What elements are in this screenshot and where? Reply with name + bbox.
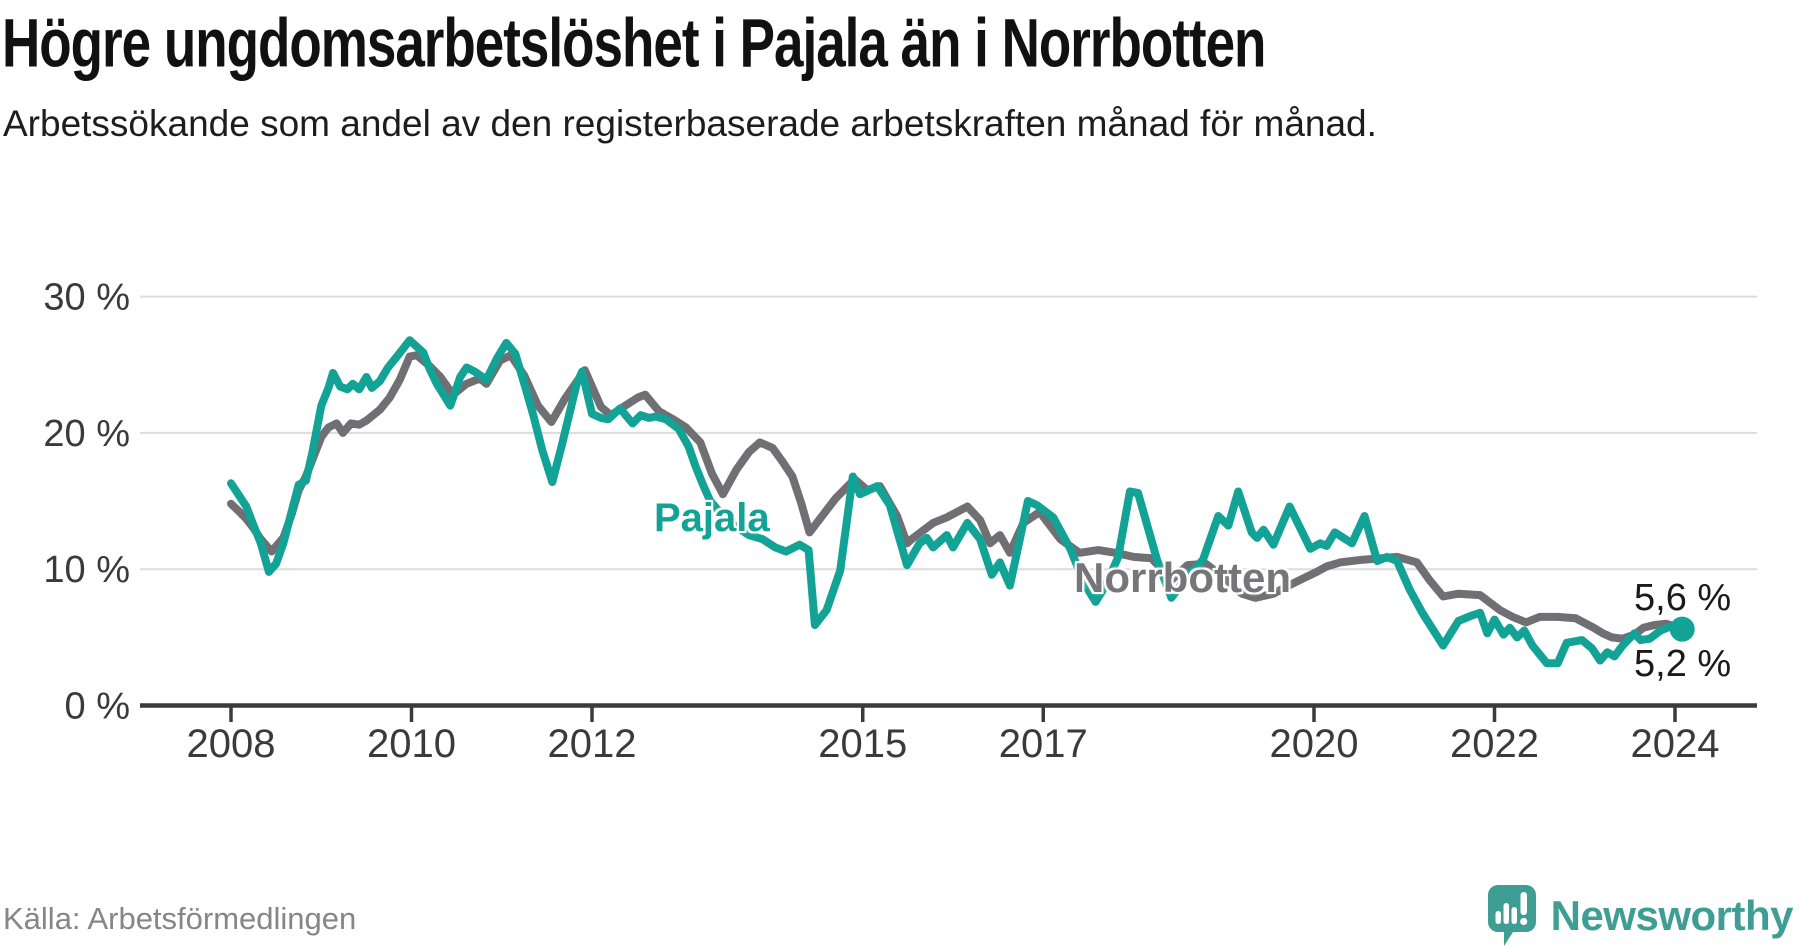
newsworthy-chart-bubble-icon [1487,885,1536,946]
x-tick-label-2010: 2010 [367,722,456,766]
series-line-pajala [227,336,1687,668]
end-value-label-norrbotten: 5,2 % [1634,643,1732,685]
x-tick-label-2015: 2015 [818,722,907,766]
y-tick-label-10: 10 % [43,549,130,591]
x-tick-label-2024: 2024 [1631,722,1720,766]
x-tick-label-2017: 2017 [999,722,1088,766]
chart-subtitle: Arbetssökande som andel av den registerb… [3,103,1377,144]
x-tick-label-2022: 2022 [1450,722,1539,766]
series-line-norrbotten [227,351,1688,643]
y-tick-label-30: 30 % [43,277,130,319]
x-tick-label-2008: 2008 [187,722,276,766]
end-value-label-pajala: 5,6 % [1634,577,1732,619]
series-label-norrbotten: Norrbotten [1074,554,1291,601]
newsworthy-logo: Newsworthy [1487,884,1794,948]
endpoint-dot-pajala [1669,616,1695,642]
x-tick-label-2020: 2020 [1270,722,1359,766]
newsworthy-logo-text: Newsworthy [1550,892,1794,939]
page-title: Högre ungdomsarbetslöshet i Pajala än i … [2,5,1266,82]
y-tick-label-20: 20 % [43,413,130,455]
x-tick-label-2012: 2012 [548,722,637,766]
y-tick-label-0: 0 % [65,686,130,728]
series-label-pajala: Pajala [654,496,770,540]
source-note: Källa: Arbetsförmedlingen [3,901,357,936]
